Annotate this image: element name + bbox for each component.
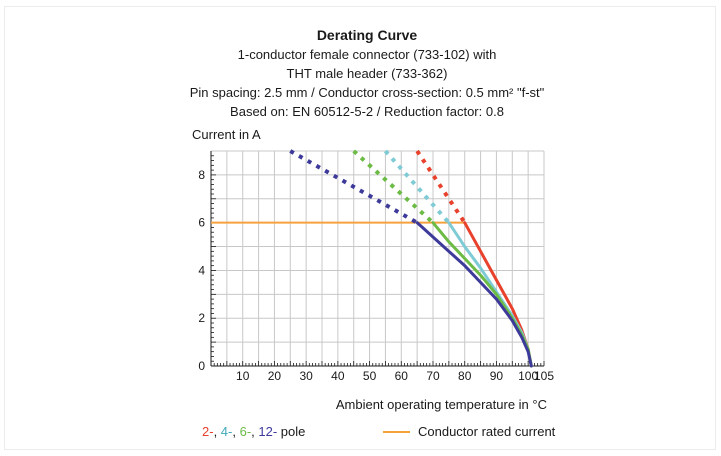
series-curve-12: [415, 221, 533, 368]
legend-pole-part: 6-: [236, 424, 251, 439]
series-dashed-2: [415, 149, 467, 224]
series-layer: [211, 149, 533, 368]
x-tick-label: 80: [458, 369, 472, 383]
y-tick-label: 4: [198, 263, 205, 277]
legend-pole-text: 2-, 4-, 6-, 12- pole: [202, 424, 305, 439]
x-tick-label: 70: [426, 369, 440, 383]
chart-title: Derating Curve: [317, 27, 418, 43]
legend-pole-part: ,: [232, 424, 236, 439]
legend-pole-part: ,: [214, 424, 218, 439]
x-tick-label: 90: [490, 369, 504, 383]
x-tick-label: 100: [518, 369, 538, 383]
y-tick-label: 6: [198, 216, 205, 230]
legend-pole-part: ,: [251, 424, 255, 439]
x-tick-label: 40: [331, 369, 345, 383]
chart-subtitle-4: Based on: EN 60512-5-2 / Reduction facto…: [230, 104, 504, 119]
y-axis-label: Current in A: [192, 127, 261, 142]
chart-subtitle-2: THT male header (733-362): [287, 66, 448, 81]
x-tick-label: 60: [395, 369, 409, 383]
x-tick-label: 10: [236, 369, 250, 383]
legend-pole-part: 12-: [255, 424, 277, 439]
series-dashed-12: [289, 149, 419, 225]
x-tick-label: 30: [299, 369, 313, 383]
legend-pole-part: pole: [277, 424, 305, 439]
y-tick-label: 0: [198, 359, 205, 373]
y-tick-label: 8: [198, 168, 205, 182]
x-axis-label: Ambient operating temperature in °C: [336, 397, 547, 412]
grid: [210, 150, 545, 367]
legend: 2-, 4-, 6-, 12- pole Conductor rated cur…: [202, 424, 556, 439]
chart-frame: [4, 6, 716, 450]
chart-subtitle-3: Pin spacing: 2.5 mm / Conductor cross-se…: [190, 85, 545, 100]
legend-rated-label: Conductor rated current: [418, 424, 556, 439]
x-tick-label: 50: [363, 369, 377, 383]
x-tick-label: 20: [268, 369, 282, 383]
chart-subtitle-1: 1-conductor female connector (733-102) w…: [238, 47, 497, 62]
y-tick-label: 2: [198, 311, 205, 325]
legend-pole-part: 4-: [217, 424, 232, 439]
series-dashed-6: [352, 149, 435, 225]
legend-pole-part: 2-: [202, 424, 214, 439]
x-tick-label: 105: [534, 369, 554, 383]
